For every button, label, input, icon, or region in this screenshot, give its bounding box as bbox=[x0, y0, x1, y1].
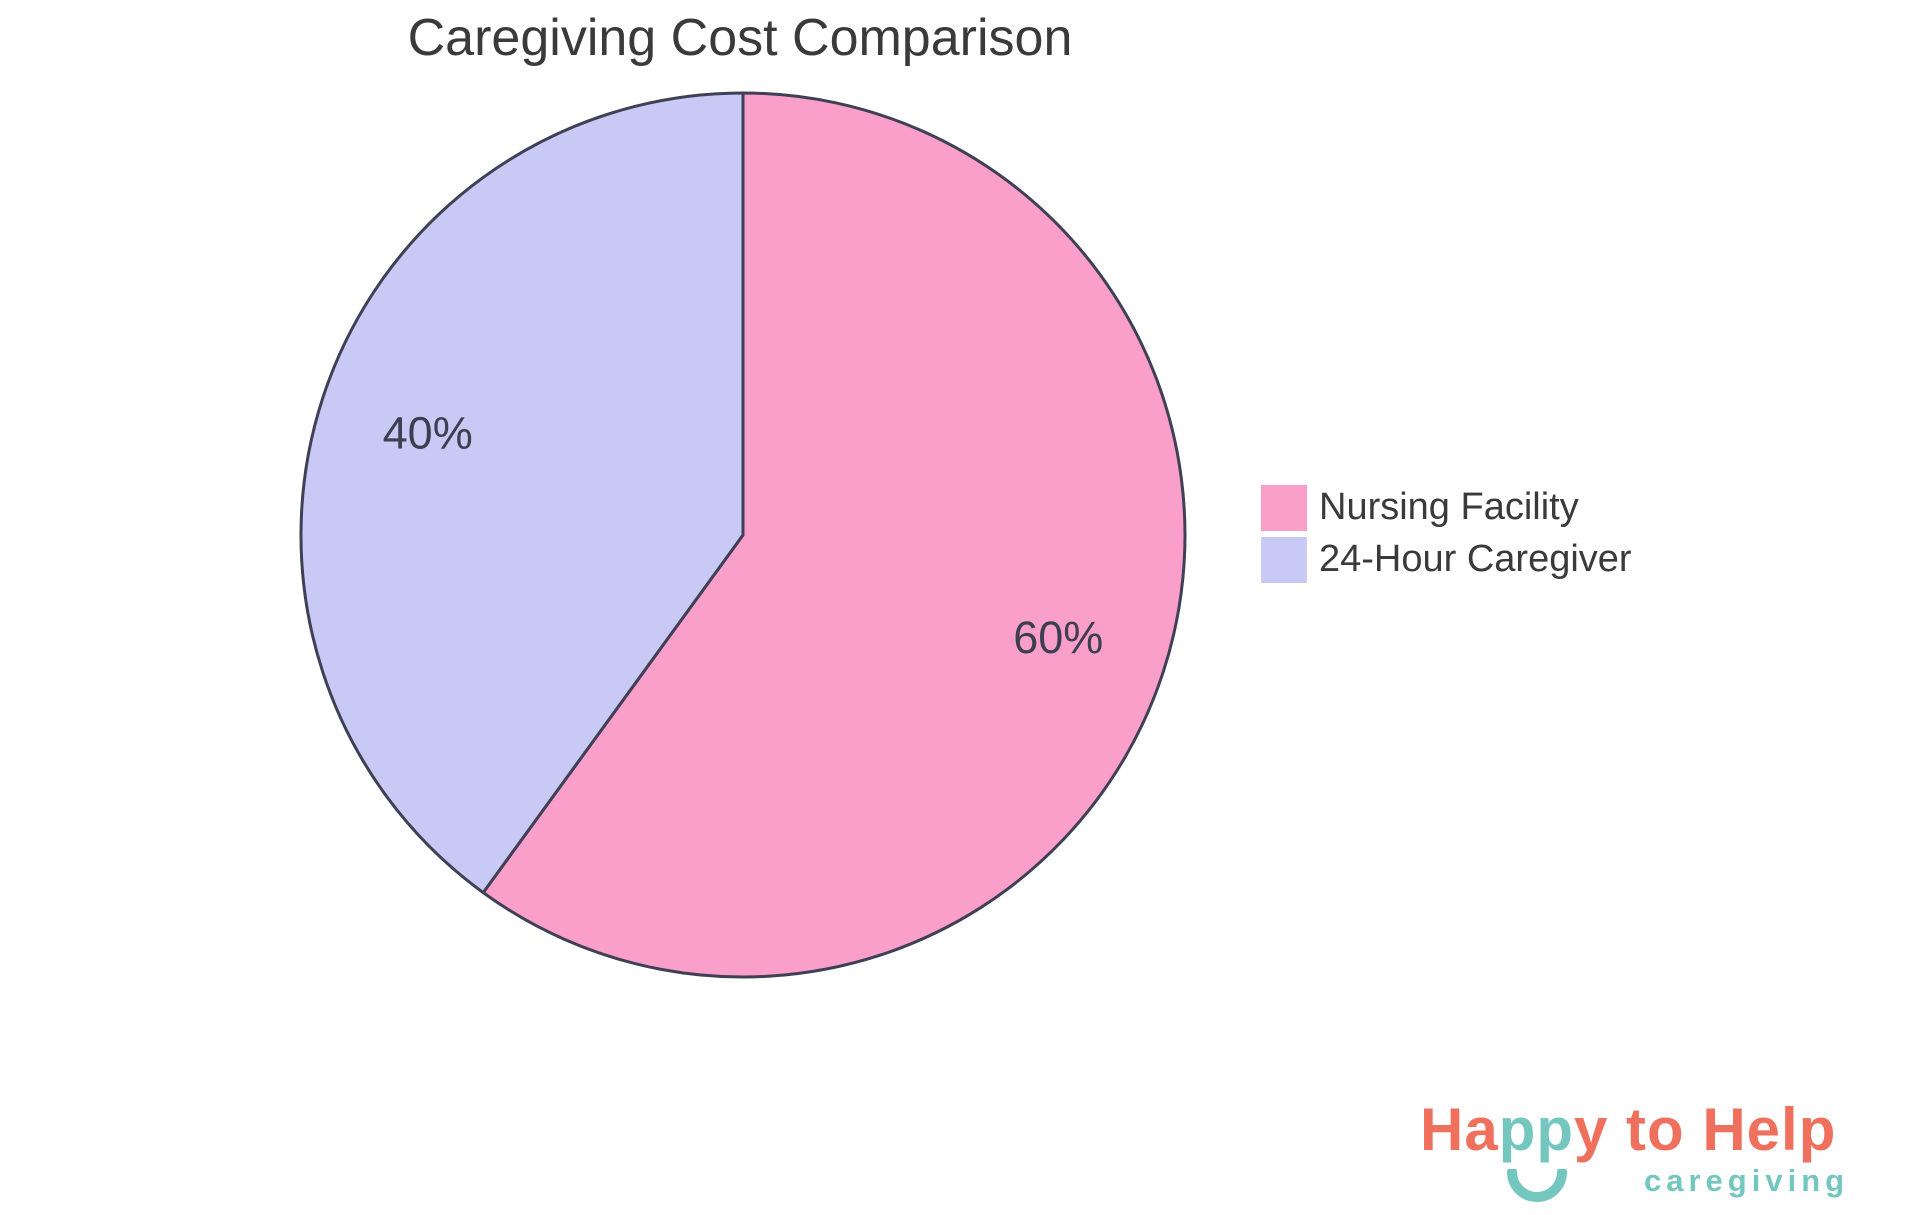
pie-slice-nursing-facility bbox=[481, 91, 1187, 979]
pie-slice-label-nursing-facility: 60% bbox=[1013, 612, 1103, 663]
legend-label-24-hour-caregiver: 24-Hour Caregiver bbox=[1319, 538, 1632, 581]
legend-item-nursing-facility: Nursing Facility bbox=[1261, 485, 1632, 531]
pie-slice-24-hour-caregiver bbox=[299, 91, 745, 895]
logo-text-pp: pp bbox=[1498, 1096, 1575, 1163]
logo-subtitle: caregiving bbox=[1644, 1163, 1850, 1198]
legend-label-nursing-facility: Nursing Facility bbox=[1319, 486, 1579, 529]
legend-swatch-nursing-facility bbox=[1261, 485, 1307, 531]
smile-icon bbox=[1507, 1169, 1567, 1202]
legend-swatch-24-hour-caregiver bbox=[1261, 537, 1307, 583]
logo-text-ha: Ha bbox=[1420, 1096, 1499, 1163]
logo-text-y-to-help: y to Help bbox=[1574, 1096, 1837, 1163]
pie-slice-label-24-hour-caregiver: 40% bbox=[383, 407, 473, 458]
chart-title: Caregiving Cost Comparison bbox=[407, 9, 1073, 67]
logo-wordmark: Happy to Help bbox=[1420, 1100, 1900, 1160]
legend-item-24-hour-caregiver: 24-Hour Caregiver bbox=[1261, 537, 1632, 583]
legend: Nursing Facility 24-Hour Caregiver bbox=[1261, 485, 1632, 583]
happy-to-help-logo: Happy to Help caregiving bbox=[1420, 1100, 1900, 1210]
